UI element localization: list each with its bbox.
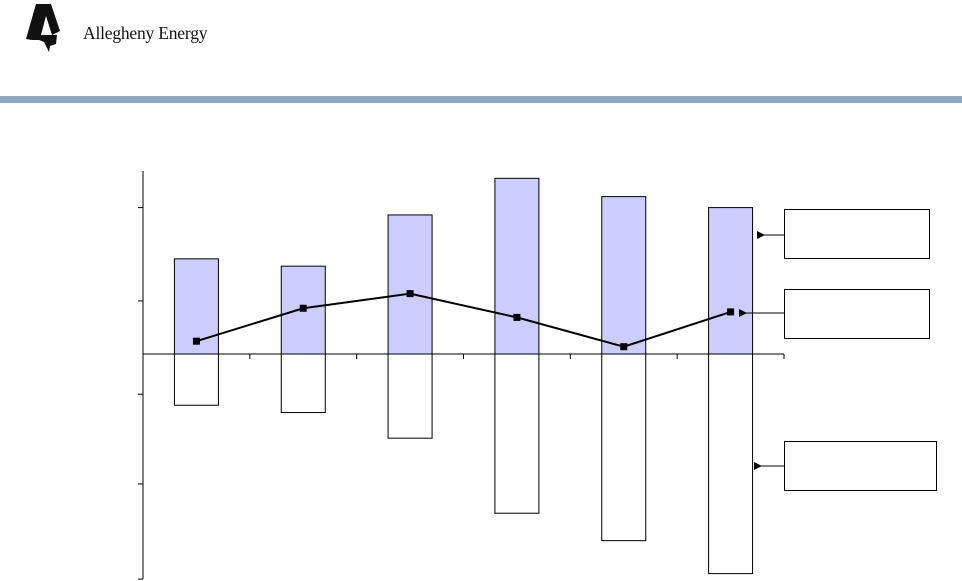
company-logo: Allegheny Energy bbox=[22, 2, 207, 52]
allegheny-a-mark-icon bbox=[26, 4, 60, 52]
bar-series0-4 bbox=[601, 196, 647, 355]
callout-box-positive-bars bbox=[784, 209, 930, 259]
bar-series0-3 bbox=[494, 177, 540, 355]
line-marker-1 bbox=[299, 304, 307, 312]
bar-series0-1 bbox=[280, 265, 326, 355]
line-series2 bbox=[196, 292, 731, 348]
company-name: Allegheny Energy bbox=[83, 23, 208, 43]
bar-series0-5 bbox=[708, 207, 754, 355]
callout-box-negative-bars bbox=[784, 441, 937, 491]
bar-series1-5 bbox=[708, 353, 754, 575]
bar-series0-2 bbox=[387, 214, 433, 355]
header-divider bbox=[0, 96, 962, 103]
callout-box-line bbox=[784, 289, 930, 339]
bar-series1-3 bbox=[494, 353, 540, 514]
line-marker-4 bbox=[620, 343, 628, 351]
line-marker-0 bbox=[192, 337, 200, 345]
bar-series1-4 bbox=[601, 353, 647, 542]
line-marker-5 bbox=[727, 308, 735, 316]
bar-series1-0 bbox=[173, 353, 219, 406]
line-marker-2 bbox=[406, 290, 414, 298]
bar-series1-2 bbox=[387, 353, 433, 439]
chart-bars bbox=[173, 177, 754, 575]
chart-line bbox=[192, 290, 735, 351]
callout-arrows bbox=[739, 231, 784, 470]
bar-series1-1 bbox=[280, 353, 326, 414]
chart-axes bbox=[138, 171, 785, 580]
line-marker-3 bbox=[513, 313, 521, 321]
